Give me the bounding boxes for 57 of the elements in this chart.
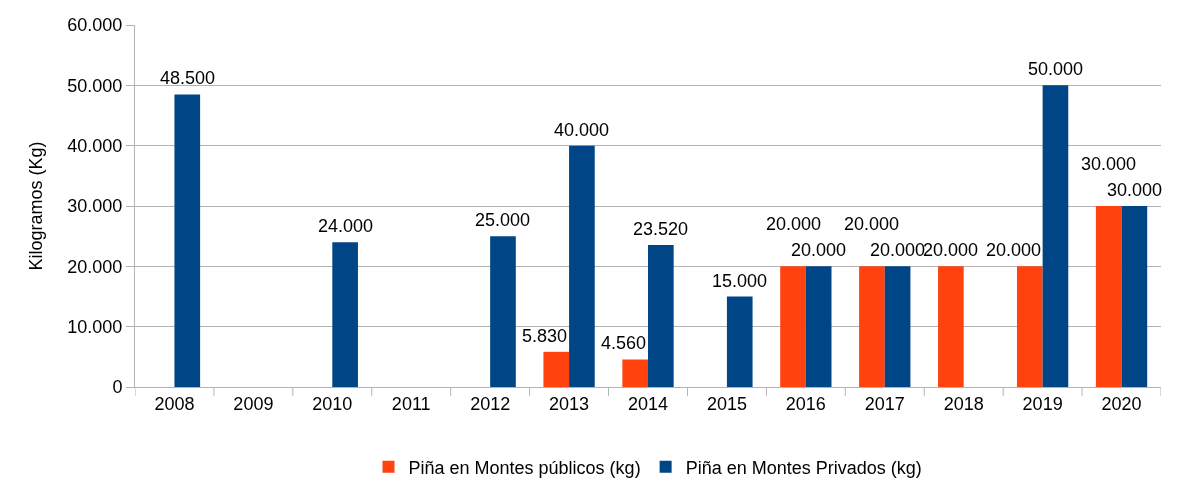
x-tick-label: 2017 (864, 393, 905, 414)
data-label: 30.000 (1081, 154, 1137, 174)
legend-label: Piña en Montes Privados (kg) (685, 457, 922, 478)
data-label: 25.000 (475, 210, 531, 230)
bar (543, 351, 570, 387)
legend-label: Piña en Montes públicos (kg) (408, 457, 641, 478)
y-tick-label: 50.000 (67, 75, 123, 96)
y-tick-label: 10.000 (67, 316, 123, 337)
data-label: 20.000 (791, 240, 847, 260)
data-label: 50.000 (1028, 59, 1084, 79)
x-tick-label: 2012 (470, 393, 511, 414)
data-label: 4.560 (601, 333, 647, 353)
data-label: 20.000 (766, 214, 822, 234)
y-tick-label: 60.000 (67, 15, 123, 36)
bar (1121, 206, 1148, 387)
data-label: 24.000 (318, 216, 374, 236)
data-label: 15.000 (712, 271, 768, 291)
y-tick-label: 20.000 (67, 256, 123, 277)
bar (1016, 266, 1043, 387)
x-tick-label: 2011 (391, 393, 431, 414)
bar (1095, 206, 1122, 387)
bar (938, 266, 964, 387)
y-tick-label: 30.000 (67, 196, 123, 217)
data-label: 20.000 (870, 240, 926, 260)
x-tick-label: 2013 (549, 393, 590, 414)
y-tick-label: 0 (112, 377, 123, 398)
x-tick-label: 2019 (1022, 393, 1063, 414)
x-tick-label: 2008 (154, 393, 195, 414)
data-label: 30.000 (1107, 180, 1163, 200)
bar (726, 296, 753, 387)
y-axis-title: Kilogramos (Kg) (25, 141, 46, 271)
bar (805, 266, 832, 387)
y-tick-label: 40.000 (67, 135, 123, 156)
data-label: 5.830 (522, 326, 568, 346)
bar (490, 236, 516, 387)
bar (622, 359, 648, 387)
x-tick-label: 2010 (312, 393, 353, 414)
bar (1042, 85, 1069, 387)
bar (780, 266, 806, 387)
bar (174, 94, 201, 387)
data-label: 23.520 (633, 219, 689, 239)
data-label: 20.000 (986, 240, 1042, 260)
data-label: 20.000 (844, 214, 900, 234)
data-label: 20.000 (923, 240, 979, 260)
bar (859, 266, 885, 387)
data-label: 48.500 (160, 68, 216, 88)
x-tick-label: 2009 (233, 393, 274, 414)
x-tick-label: 2020 (1101, 393, 1142, 414)
bar (648, 245, 674, 387)
bar (569, 145, 595, 387)
x-tick-label: 2018 (943, 393, 984, 414)
x-tick-label: 2015 (706, 393, 747, 414)
bar (884, 266, 911, 387)
x-tick-label: 2014 (627, 393, 669, 414)
data-label: 40.000 (554, 120, 610, 140)
bar (332, 242, 358, 387)
x-tick-label: 2016 (785, 393, 826, 414)
